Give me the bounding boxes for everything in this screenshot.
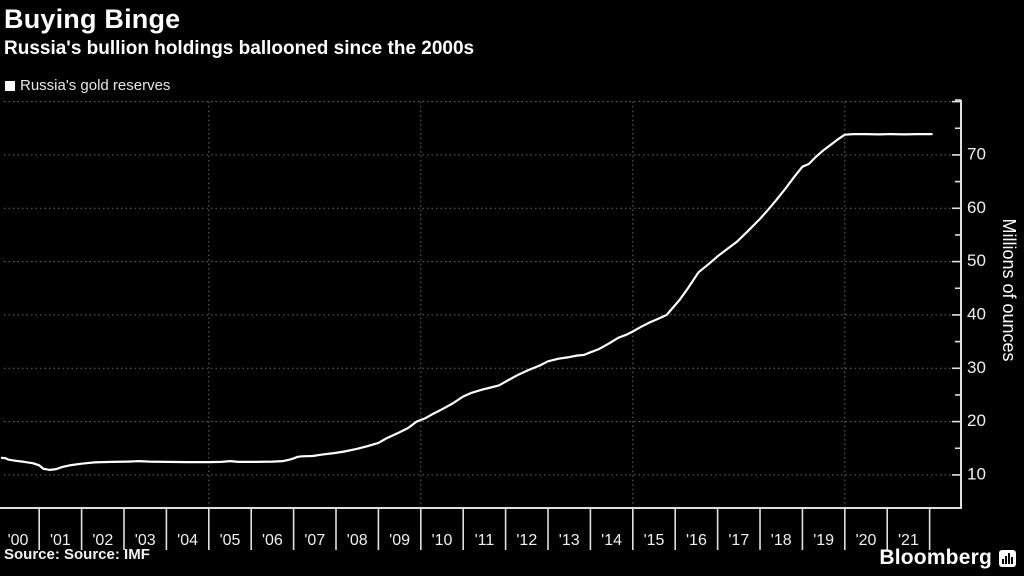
x-tick-label: '15 [644, 532, 665, 549]
x-tick-label: '03 [135, 532, 156, 549]
x-tick-label: '18 [771, 532, 792, 549]
x-tick-label: '04 [177, 532, 198, 549]
x-tick-label: '06 [262, 532, 283, 549]
x-tick-label: '00 [8, 532, 29, 549]
page-subtitle: Russia's bullion holdings ballooned sinc… [4, 38, 475, 59]
x-tick-label: '14 [601, 532, 622, 549]
legend-label: Russia's gold reserves [20, 77, 171, 94]
x-tick-label: '01 [50, 532, 71, 549]
branding: Bloomberg [879, 546, 1016, 570]
legend-swatch-icon [5, 80, 15, 91]
x-tick-label: '12 [516, 532, 537, 549]
y-tick-label: 30 [967, 358, 986, 377]
y-tick-label: 70 [967, 144, 986, 163]
x-tick-label: '09 [389, 532, 410, 549]
x-tick-label: '21 [898, 532, 919, 549]
y-tick-label: 40 [967, 304, 986, 323]
source-note: Source: Source: IMF [4, 546, 150, 563]
x-tick-label: '19 [813, 532, 834, 549]
x-tick-label: '11 [475, 532, 495, 549]
x-tick-label: '16 [686, 532, 707, 549]
y-tick-label: 50 [967, 251, 986, 270]
y-tick-label: 20 [967, 411, 986, 430]
x-tick-label: '08 [347, 532, 368, 549]
series-line [0, 133, 933, 471]
legend: Russia's gold reserves [5, 77, 170, 94]
x-tick-label: '05 [220, 532, 241, 549]
bar-chart-icon [999, 549, 1016, 567]
y-tick-label: 10 [967, 464, 986, 483]
x-tick-label: '10 [432, 532, 453, 549]
x-tick-label: '13 [559, 532, 580, 549]
x-tick-label: '02 [92, 532, 113, 549]
page-title: Buying Binge [4, 4, 181, 34]
x-tick-label: '20 [856, 532, 877, 549]
y-tick-label: 60 [967, 198, 986, 217]
y-axis-title: Millions of ounces [999, 218, 1019, 361]
x-tick-label: '07 [304, 532, 325, 549]
branding-wordmark: Bloomberg [879, 546, 992, 569]
x-tick-label: '17 [728, 532, 749, 549]
